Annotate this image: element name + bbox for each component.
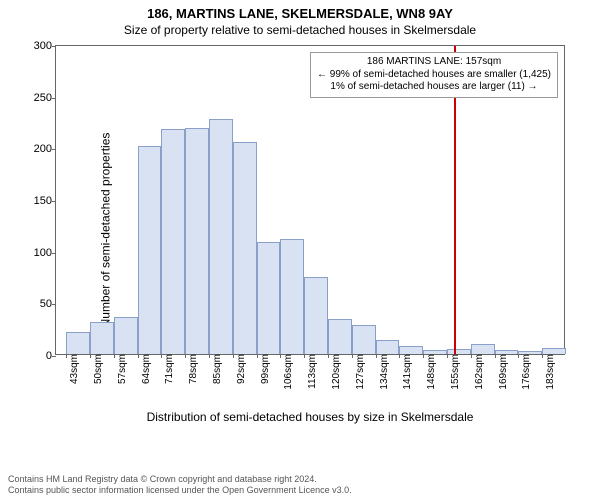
histogram-bar <box>352 325 376 354</box>
x-tick-label: 141sqm <box>396 354 413 390</box>
y-tick-mark <box>52 98 56 99</box>
histogram-bar <box>328 319 352 354</box>
y-tick-mark <box>52 201 56 202</box>
plot-region: 186 MARTINS LANE: 157sqm ← 99% of semi-d… <box>55 45 565 355</box>
y-tick-mark <box>52 356 56 357</box>
annotation-box: 186 MARTINS LANE: 157sqm ← 99% of semi-d… <box>310 52 558 98</box>
footer-line1: Contains HM Land Registry data © Crown c… <box>8 474 592 485</box>
x-tick-label: 183sqm <box>539 354 556 390</box>
histogram-bar <box>233 142 257 354</box>
x-tick-label: 92sqm <box>230 354 247 384</box>
y-tick-mark <box>52 149 56 150</box>
histogram-bar <box>399 346 423 354</box>
annotation-line3: 1% of semi-detached houses are larger (1… <box>317 81 551 94</box>
histogram-bar <box>376 340 400 354</box>
x-tick-label: 57sqm <box>111 354 128 384</box>
annotation-line2: ← 99% of semi-detached houses are smalle… <box>317 69 551 82</box>
x-tick-label: 134sqm <box>373 354 390 390</box>
histogram-bar <box>280 239 304 354</box>
x-tick-label: 71sqm <box>158 354 175 384</box>
histogram-bar <box>114 317 138 354</box>
chart-area: Number of semi-detached properties 186 M… <box>0 40 600 420</box>
x-tick-label: 50sqm <box>87 354 104 384</box>
x-tick-label: 78sqm <box>182 354 199 384</box>
x-tick-label: 162sqm <box>468 354 485 390</box>
x-tick-label: 99sqm <box>254 354 271 384</box>
histogram-bar <box>138 146 162 354</box>
y-tick-mark <box>52 253 56 254</box>
x-tick-label: 176sqm <box>515 354 532 390</box>
histogram-bar <box>209 119 233 354</box>
histogram-bar <box>471 344 495 354</box>
footer: Contains HM Land Registry data © Crown c… <box>8 474 592 497</box>
histogram-bar <box>66 332 90 354</box>
x-tick-label: 64sqm <box>135 354 152 384</box>
x-tick-label: 85sqm <box>206 354 223 384</box>
annotation-line1: 186 MARTINS LANE: 157sqm <box>317 56 551 69</box>
histogram-bar <box>161 129 185 354</box>
x-axis-label: Distribution of semi-detached houses by … <box>55 410 565 424</box>
histogram-bar <box>304 277 328 355</box>
x-tick-label: 155sqm <box>444 354 461 390</box>
x-tick-label: 43sqm <box>63 354 80 384</box>
y-tick-mark <box>52 46 56 47</box>
x-tick-label: 120sqm <box>325 354 342 390</box>
footer-line2: Contains public sector information licen… <box>8 485 592 496</box>
histogram-bar <box>90 322 114 354</box>
y-tick-mark <box>52 304 56 305</box>
histogram-bar <box>257 242 281 354</box>
histogram-bar <box>185 128 209 354</box>
page-title: 186, MARTINS LANE, SKELMERSDALE, WN8 9AY <box>0 0 600 21</box>
x-tick-label: 113sqm <box>301 354 318 389</box>
x-tick-label: 106sqm <box>277 354 294 390</box>
x-tick-label: 169sqm <box>492 354 509 390</box>
x-tick-label: 127sqm <box>349 354 366 390</box>
x-tick-label: 148sqm <box>420 354 437 390</box>
page-subtitle: Size of property relative to semi-detach… <box>0 21 600 41</box>
